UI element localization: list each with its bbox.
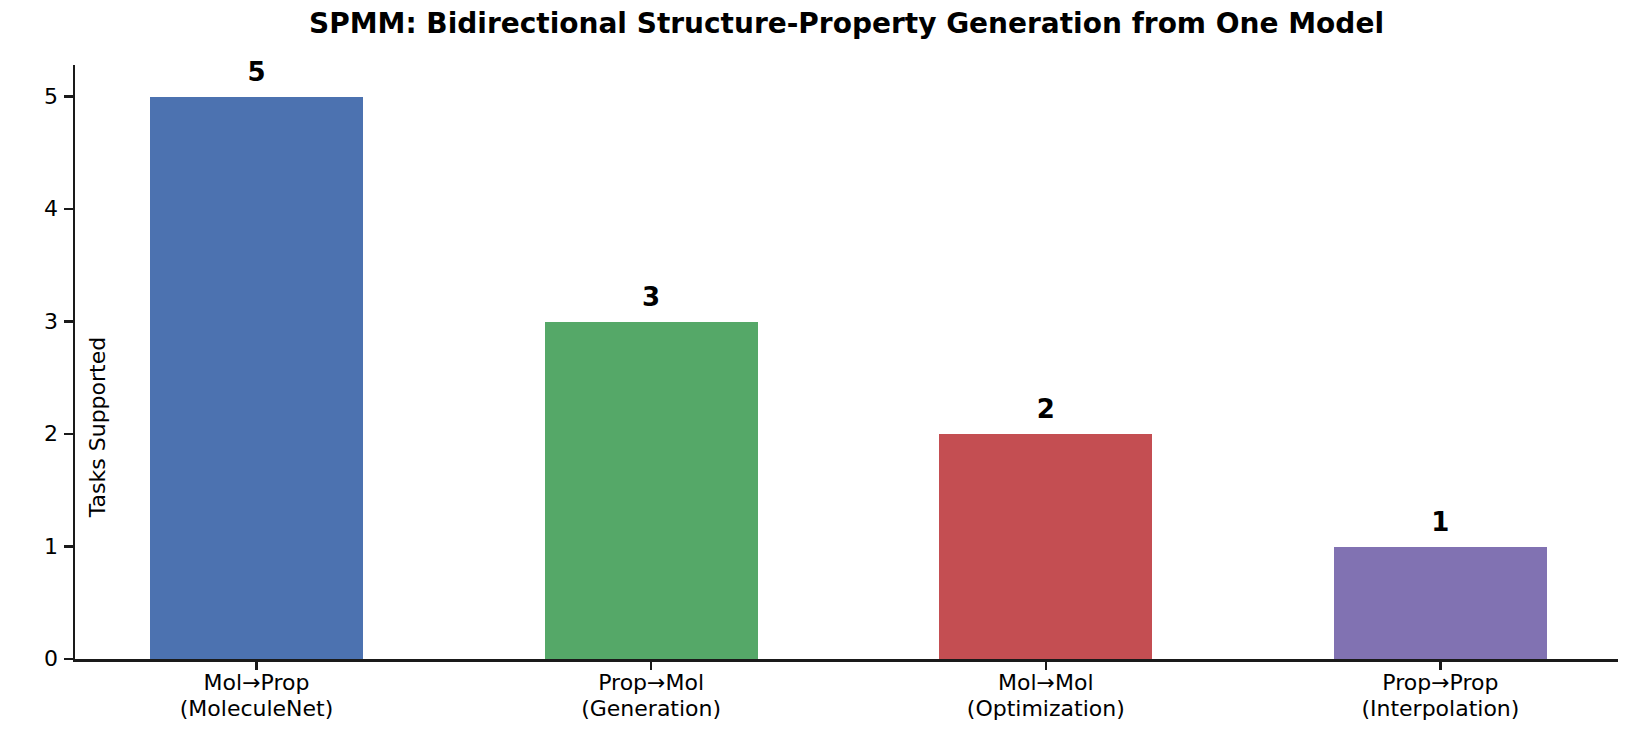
x-tick-mark [1045, 662, 1048, 670]
x-tick-label: Mol→Mol (Optimization) [846, 670, 1246, 722]
bar-value-label: 1 [1340, 507, 1540, 537]
y-tick-mark [64, 658, 73, 661]
y-tick-mark [64, 95, 73, 98]
plot-area: Tasks Supported 012345 5321 Mol→Prop (Mo… [75, 65, 1618, 659]
x-axis-spine [73, 659, 1619, 662]
x-tick-label: Mol→Prop (MoleculeNet) [57, 670, 457, 722]
y-axis-label: Tasks Supported [84, 277, 112, 577]
y-tick-label: 1 [0, 533, 58, 561]
bar [545, 322, 758, 660]
y-axis-spine [73, 65, 76, 662]
y-tick-mark [64, 320, 73, 323]
chart-title: SPMM: Bidirectional Structure-Property G… [75, 6, 1618, 42]
y-tick-label: 3 [0, 308, 58, 336]
x-tick-label: Prop→Mol (Generation) [451, 670, 851, 722]
y-tick-label: 2 [0, 420, 58, 448]
bar-value-label: 5 [157, 57, 357, 87]
x-tick-mark [650, 662, 653, 670]
bar-value-label: 3 [551, 282, 751, 312]
x-tick-label: Prop→Prop (Interpolation) [1240, 670, 1631, 722]
bar [150, 97, 363, 660]
y-tick-label: 5 [0, 83, 58, 111]
y-tick-mark [64, 433, 73, 436]
y-tick-label: 0 [0, 645, 58, 673]
bar-chart-figure: SPMM: Bidirectional Structure-Property G… [0, 0, 1631, 732]
y-tick-mark [64, 545, 73, 548]
bar-value-label: 2 [946, 394, 1146, 424]
y-tick-label: 4 [0, 195, 58, 223]
x-tick-mark [1439, 662, 1442, 670]
bar [1334, 547, 1547, 660]
bar [939, 434, 1152, 659]
x-tick-mark [255, 662, 258, 670]
y-tick-mark [64, 208, 73, 211]
